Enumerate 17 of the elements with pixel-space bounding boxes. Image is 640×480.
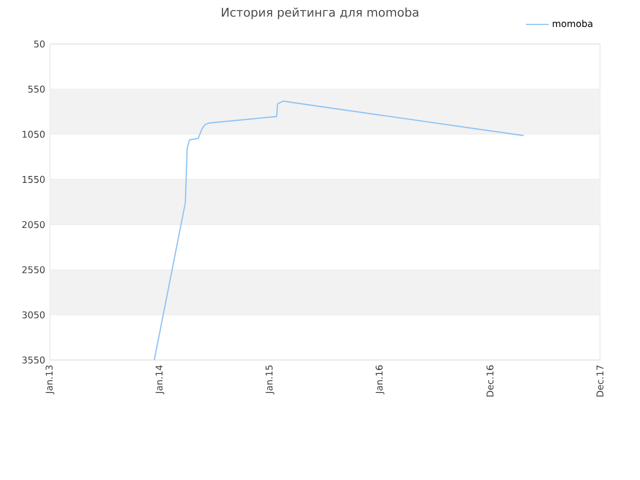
y-tick-label: 1550 [22,176,45,183]
x-tick-label: Dec.17 [596,365,604,397]
x-tick-label: Jan.16 [376,365,384,394]
line-series [154,100,524,360]
y-tick-label: 50 [34,40,45,48]
y-tick-label: 550 [28,86,45,93]
chart-title: История рейтинга для momoba [222,8,418,20]
x-tick-label: Jan.15 [266,366,274,394]
y-tick-label: 3050 [22,311,45,318]
legend-label: momoba [552,20,592,28]
x-tick-label: Jan.14 [156,365,164,394]
x-tick-label: Jan.13 [46,365,54,394]
y-tick-label: 2550 [22,266,45,274]
y-tick-label: 1050 [22,130,45,138]
y-tick-label: 3550 [22,356,45,364]
x-tick-label: Dec.16 [486,365,494,397]
y-tick-label: 2050 [22,221,45,228]
